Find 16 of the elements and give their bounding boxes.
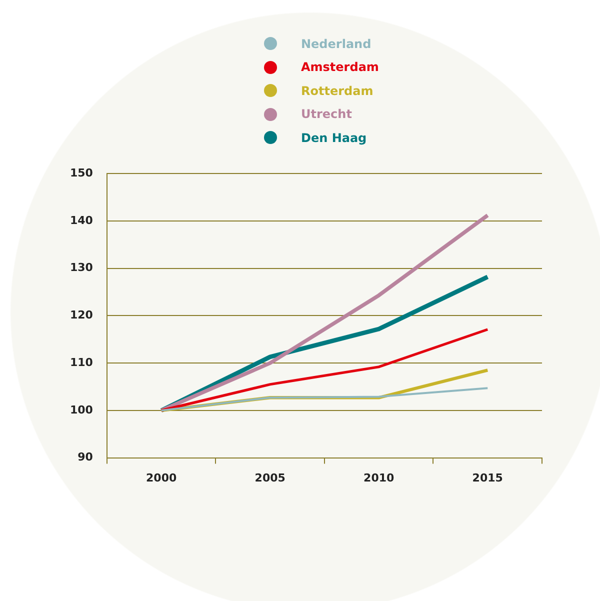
x-tick-label: 2000 xyxy=(146,471,177,484)
x-tick-label: 2010 xyxy=(364,471,395,484)
y-tick-label: 110 xyxy=(70,356,94,369)
y-tick-label: 150 xyxy=(70,166,94,180)
y-tick-label: 90 xyxy=(78,450,94,464)
y-tick-label: 140 xyxy=(70,214,94,227)
legend-label: Rotterdam xyxy=(301,84,374,98)
y-tick-label: 130 xyxy=(70,261,94,274)
legend-label: Nederland xyxy=(301,36,372,51)
x-tick-label: 2015 xyxy=(472,471,503,484)
legend-label: Den Haag xyxy=(301,130,367,145)
x-tick-label: 2005 xyxy=(254,471,286,484)
legend-label: Utrecht xyxy=(301,107,352,122)
y-tick-label: 100 xyxy=(70,403,94,416)
y-tick-label: 120 xyxy=(70,308,94,322)
legend-label: Amsterdam xyxy=(301,60,379,74)
